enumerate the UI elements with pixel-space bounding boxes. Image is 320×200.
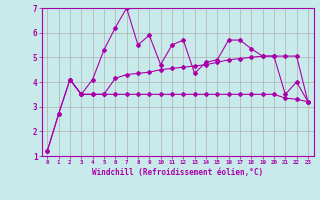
- X-axis label: Windchill (Refroidissement éolien,°C): Windchill (Refroidissement éolien,°C): [92, 168, 263, 177]
